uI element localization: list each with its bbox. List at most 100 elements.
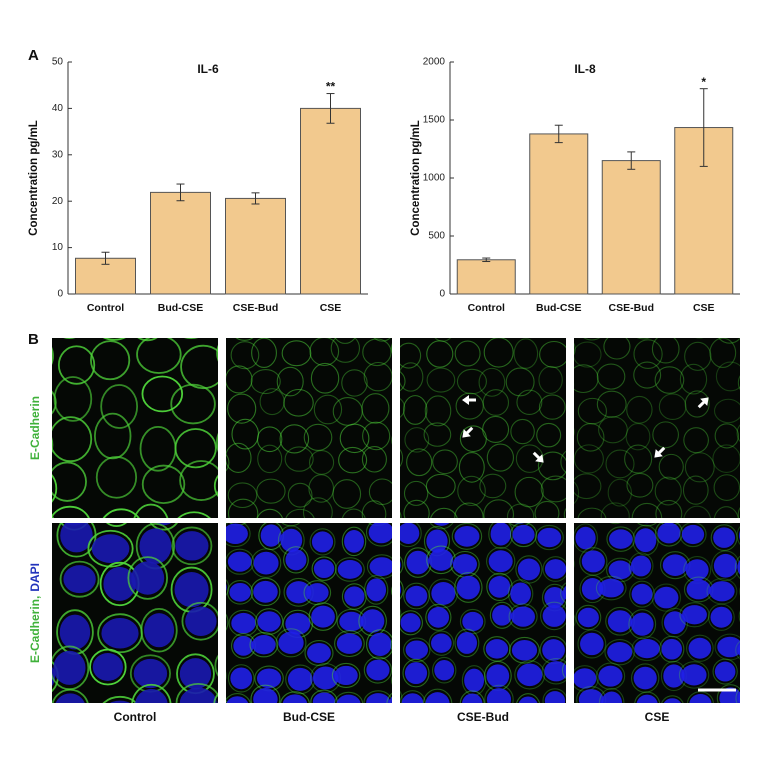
nucleus bbox=[713, 553, 738, 578]
bar bbox=[456, 259, 516, 295]
nucleus bbox=[511, 639, 538, 661]
cell-membrane bbox=[737, 507, 740, 518]
cell-membrane bbox=[284, 446, 314, 472]
nucleus bbox=[657, 523, 681, 544]
nucleus bbox=[91, 534, 130, 564]
cell-membrane bbox=[216, 432, 218, 452]
cell-membrane bbox=[737, 375, 740, 391]
cell-membrane bbox=[335, 557, 365, 582]
nucleus bbox=[581, 550, 605, 573]
cell-membrane bbox=[565, 717, 590, 743]
cell-membrane bbox=[281, 523, 301, 527]
cell-membrane bbox=[538, 365, 563, 394]
y-tick-label: 20 bbox=[52, 196, 64, 207]
nucleus bbox=[233, 636, 254, 656]
nucleus bbox=[456, 575, 480, 600]
nucleus bbox=[517, 663, 543, 687]
nucleus bbox=[226, 583, 227, 591]
nucleus bbox=[633, 666, 657, 690]
cell-membrane bbox=[431, 656, 457, 684]
cell-membrane bbox=[59, 560, 100, 598]
cell-membrane bbox=[605, 718, 629, 747]
cell-membrane bbox=[279, 424, 310, 454]
micrograph bbox=[226, 338, 392, 518]
nucleus bbox=[255, 720, 280, 744]
cell-membrane bbox=[745, 472, 768, 502]
cell-membrane bbox=[595, 662, 626, 690]
cell-membrane bbox=[396, 714, 423, 742]
cell-membrane bbox=[541, 657, 566, 685]
nucleus bbox=[398, 717, 421, 739]
nucleus bbox=[427, 606, 450, 628]
nucleus bbox=[580, 632, 604, 656]
nucleus bbox=[92, 653, 124, 682]
nucleus bbox=[687, 714, 707, 735]
cell-membrane bbox=[226, 579, 230, 596]
nucleus bbox=[686, 579, 711, 600]
cell-membrane bbox=[390, 638, 392, 652]
significance-mark: * bbox=[701, 75, 706, 89]
cell-membrane bbox=[596, 363, 626, 390]
cell-membrane bbox=[256, 478, 286, 504]
nucleus bbox=[456, 631, 478, 654]
cell-membrane bbox=[632, 524, 659, 556]
cell-membrane bbox=[561, 660, 566, 680]
cell-membrane bbox=[309, 528, 336, 556]
nucleus bbox=[175, 531, 209, 561]
cell-membrane bbox=[313, 394, 343, 425]
column-label: Control bbox=[114, 710, 157, 724]
y-tick-label: 0 bbox=[439, 289, 445, 300]
row-label-part: DAPI bbox=[28, 563, 42, 592]
cell-membrane bbox=[90, 340, 131, 381]
cell-membrane bbox=[391, 586, 392, 596]
nucleus bbox=[144, 613, 175, 648]
bar bbox=[601, 160, 661, 295]
nucleus bbox=[486, 688, 512, 703]
cell-membrane bbox=[400, 580, 404, 600]
cell-membrane bbox=[174, 428, 217, 469]
cell-membrane bbox=[174, 726, 215, 767]
nucleus bbox=[607, 721, 628, 744]
cell-membrane bbox=[366, 554, 392, 580]
cell-membrane bbox=[477, 313, 506, 336]
micrograph-bg bbox=[400, 338, 566, 518]
cell-membrane bbox=[136, 338, 182, 374]
cell-membrane bbox=[713, 398, 740, 424]
cell-membrane bbox=[430, 507, 458, 518]
cell-membrane bbox=[600, 502, 630, 518]
cell-membrane bbox=[406, 448, 433, 477]
cell-membrane bbox=[52, 390, 57, 415]
cell-membrane bbox=[515, 444, 544, 473]
nucleus bbox=[285, 549, 307, 571]
cell-membrane bbox=[626, 395, 653, 424]
cell-membrane bbox=[540, 601, 566, 631]
nucleus bbox=[226, 620, 227, 624]
cell-membrane bbox=[710, 524, 738, 552]
cell-membrane bbox=[660, 307, 690, 333]
cell-membrane bbox=[311, 556, 337, 581]
y-axis-label: Concentration pg/mL bbox=[410, 120, 422, 236]
cell-membrane bbox=[745, 389, 768, 418]
nucleus bbox=[406, 550, 430, 575]
cell-membrane bbox=[216, 344, 218, 362]
cell-membrane bbox=[52, 474, 58, 503]
cell-membrane bbox=[400, 342, 422, 369]
x-tick-label: Control bbox=[468, 302, 505, 314]
nucleus bbox=[339, 611, 364, 632]
cell-membrane bbox=[712, 658, 738, 685]
cell-membrane bbox=[563, 507, 566, 518]
cell-membrane bbox=[400, 511, 402, 518]
row-label-part: E-Cadherin, bbox=[28, 596, 42, 663]
cell-membrane bbox=[575, 604, 602, 631]
cell-membrane bbox=[53, 376, 93, 422]
cell-membrane bbox=[302, 497, 333, 518]
cell-membrane bbox=[576, 423, 605, 452]
cell-membrane bbox=[574, 481, 580, 505]
cell-membrane bbox=[227, 482, 258, 509]
nucleus bbox=[235, 718, 256, 739]
cell-membrane bbox=[141, 375, 184, 413]
cell-membrane bbox=[598, 687, 625, 703]
nucleus bbox=[567, 720, 588, 741]
cell-membrane bbox=[459, 608, 486, 635]
nucleus bbox=[60, 523, 93, 553]
